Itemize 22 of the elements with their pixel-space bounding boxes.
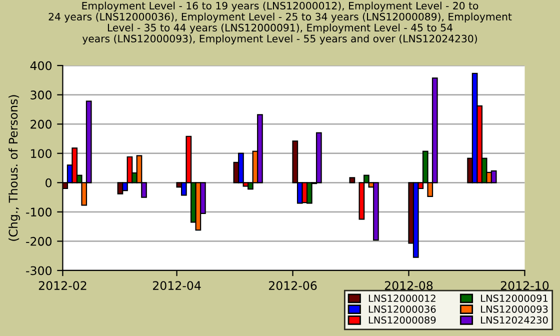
x-tick-label: 2012-04 — [152, 281, 201, 290]
legend-label: LNS12024230 — [481, 316, 548, 324]
y-tick-label: -100 — [26, 208, 52, 217]
x-tick-label: 2012-02 — [38, 281, 86, 290]
y-tick-label: -300 — [26, 266, 52, 276]
x-tick-label: 2012-06 — [268, 281, 317, 290]
legend-label: LNS12000036 — [368, 305, 436, 313]
y-tick-label: 300 — [30, 90, 52, 100]
y-tick-label: 200 — [30, 120, 52, 129]
chart-title: Employment Level - 16 to 19 years (LNS12000012), Employment Level - 20 to 24 years (LNS12000036), Employment Level - 25 to 34 years (LNS12000089), Employment Level - 35 to 44 years (LNS12000091), Employment Level - 45 to 54 years (LNS12000093), Employment Level - 55 years and over (LNS12024230) — [48, 2, 512, 44]
legend-label: LNS12000093 — [481, 305, 548, 313]
y-axis-title: (Chg., Thous. of Persons) — [8, 95, 20, 241]
legend-label: LNS12000012 — [368, 294, 436, 302]
x-tick-label: 2012-08 — [384, 281, 433, 290]
bar — [349, 177, 356, 184]
x-tick-label: 2012-10 — [500, 281, 549, 290]
y-tick-label: 400 — [30, 61, 52, 70]
legend-label: LNS12000091 — [481, 294, 548, 302]
legend-label: LNS12000089 — [368, 316, 436, 324]
y-tick-label: 100 — [31, 149, 52, 158]
y-tick-label: 0 — [46, 178, 52, 188]
y-tick-label: -200 — [26, 236, 52, 246]
